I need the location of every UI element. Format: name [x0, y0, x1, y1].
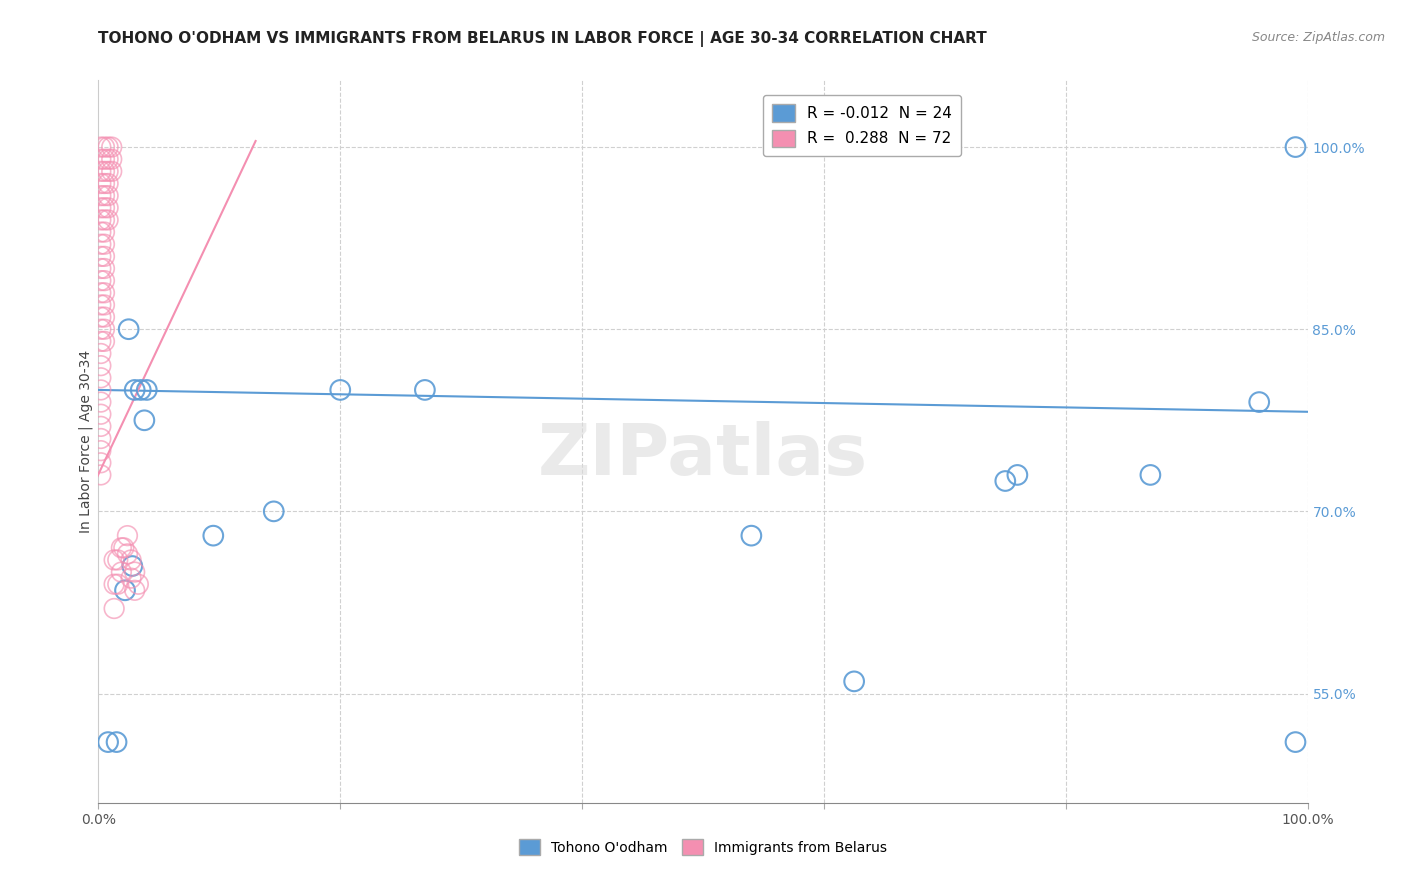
- Point: [118, 322, 141, 336]
- Point: [413, 383, 436, 397]
- Point: [90, 334, 112, 349]
- Point: [90, 395, 112, 409]
- Point: [90, 456, 112, 470]
- Point: [1139, 467, 1161, 482]
- Point: [121, 559, 143, 574]
- Point: [103, 553, 125, 567]
- Point: [90, 322, 112, 336]
- Point: [90, 177, 112, 191]
- Point: [90, 261, 112, 276]
- Point: [127, 577, 149, 591]
- Point: [90, 467, 112, 482]
- Point: [93, 261, 115, 276]
- Point: [90, 371, 112, 385]
- Point: [97, 201, 120, 215]
- Point: [129, 383, 152, 397]
- Point: [90, 237, 112, 252]
- Point: [97, 152, 120, 166]
- Point: [90, 359, 112, 373]
- Point: [93, 334, 115, 349]
- Point: [97, 188, 120, 202]
- Point: [107, 577, 129, 591]
- Point: [93, 274, 115, 288]
- Point: [90, 419, 112, 434]
- Point: [105, 735, 128, 749]
- Point: [90, 285, 112, 300]
- Point: [112, 541, 135, 555]
- Point: [124, 565, 146, 579]
- Point: [329, 383, 352, 397]
- Point: [90, 164, 112, 178]
- Point: [110, 565, 132, 579]
- Point: [90, 201, 112, 215]
- Point: [110, 541, 132, 555]
- Point: [93, 152, 115, 166]
- Point: [90, 152, 112, 166]
- Y-axis label: In Labor Force | Age 30-34: In Labor Force | Age 30-34: [79, 350, 93, 533]
- Point: [90, 432, 112, 446]
- Point: [1007, 467, 1029, 482]
- Point: [114, 583, 136, 598]
- Point: [97, 164, 120, 178]
- Point: [93, 213, 115, 227]
- Point: [90, 213, 112, 227]
- Point: [100, 140, 122, 154]
- Point: [1284, 735, 1306, 749]
- Point: [93, 249, 115, 263]
- Text: Source: ZipAtlas.com: Source: ZipAtlas.com: [1251, 31, 1385, 45]
- Point: [93, 201, 115, 215]
- Point: [100, 152, 122, 166]
- Point: [97, 213, 120, 227]
- Point: [93, 188, 115, 202]
- Point: [90, 407, 112, 421]
- Point: [90, 310, 112, 324]
- Point: [124, 583, 146, 598]
- Point: [107, 553, 129, 567]
- Point: [740, 529, 762, 543]
- Point: [93, 310, 115, 324]
- Point: [134, 413, 156, 427]
- Point: [90, 225, 112, 239]
- Point: [120, 553, 142, 567]
- Text: ZIPatlas: ZIPatlas: [538, 422, 868, 491]
- Point: [117, 547, 139, 561]
- Point: [93, 237, 115, 252]
- Point: [994, 474, 1017, 488]
- Point: [117, 529, 139, 543]
- Point: [93, 164, 115, 178]
- Point: [135, 383, 157, 397]
- Point: [103, 601, 125, 615]
- Point: [90, 188, 112, 202]
- Point: [90, 249, 112, 263]
- Point: [1284, 140, 1306, 154]
- Point: [97, 140, 120, 154]
- Point: [90, 298, 112, 312]
- Point: [90, 346, 112, 360]
- Point: [93, 177, 115, 191]
- Point: [93, 140, 115, 154]
- Point: [93, 298, 115, 312]
- Point: [120, 571, 142, 585]
- Point: [93, 225, 115, 239]
- Point: [844, 674, 866, 689]
- Point: [202, 529, 225, 543]
- Legend: Tohono O'odham, Immigrants from Belarus: Tohono O'odham, Immigrants from Belarus: [513, 834, 893, 861]
- Point: [90, 443, 112, 458]
- Point: [263, 504, 285, 518]
- Point: [1249, 395, 1271, 409]
- Point: [90, 274, 112, 288]
- Point: [100, 164, 122, 178]
- Point: [97, 735, 120, 749]
- Point: [90, 383, 112, 397]
- Point: [124, 383, 146, 397]
- Point: [93, 322, 115, 336]
- Point: [93, 285, 115, 300]
- Point: [103, 577, 125, 591]
- Text: TOHONO O'ODHAM VS IMMIGRANTS FROM BELARUS IN LABOR FORCE | AGE 30-34 CORRELATION: TOHONO O'ODHAM VS IMMIGRANTS FROM BELARU…: [98, 31, 987, 47]
- Point: [90, 140, 112, 154]
- Point: [97, 177, 120, 191]
